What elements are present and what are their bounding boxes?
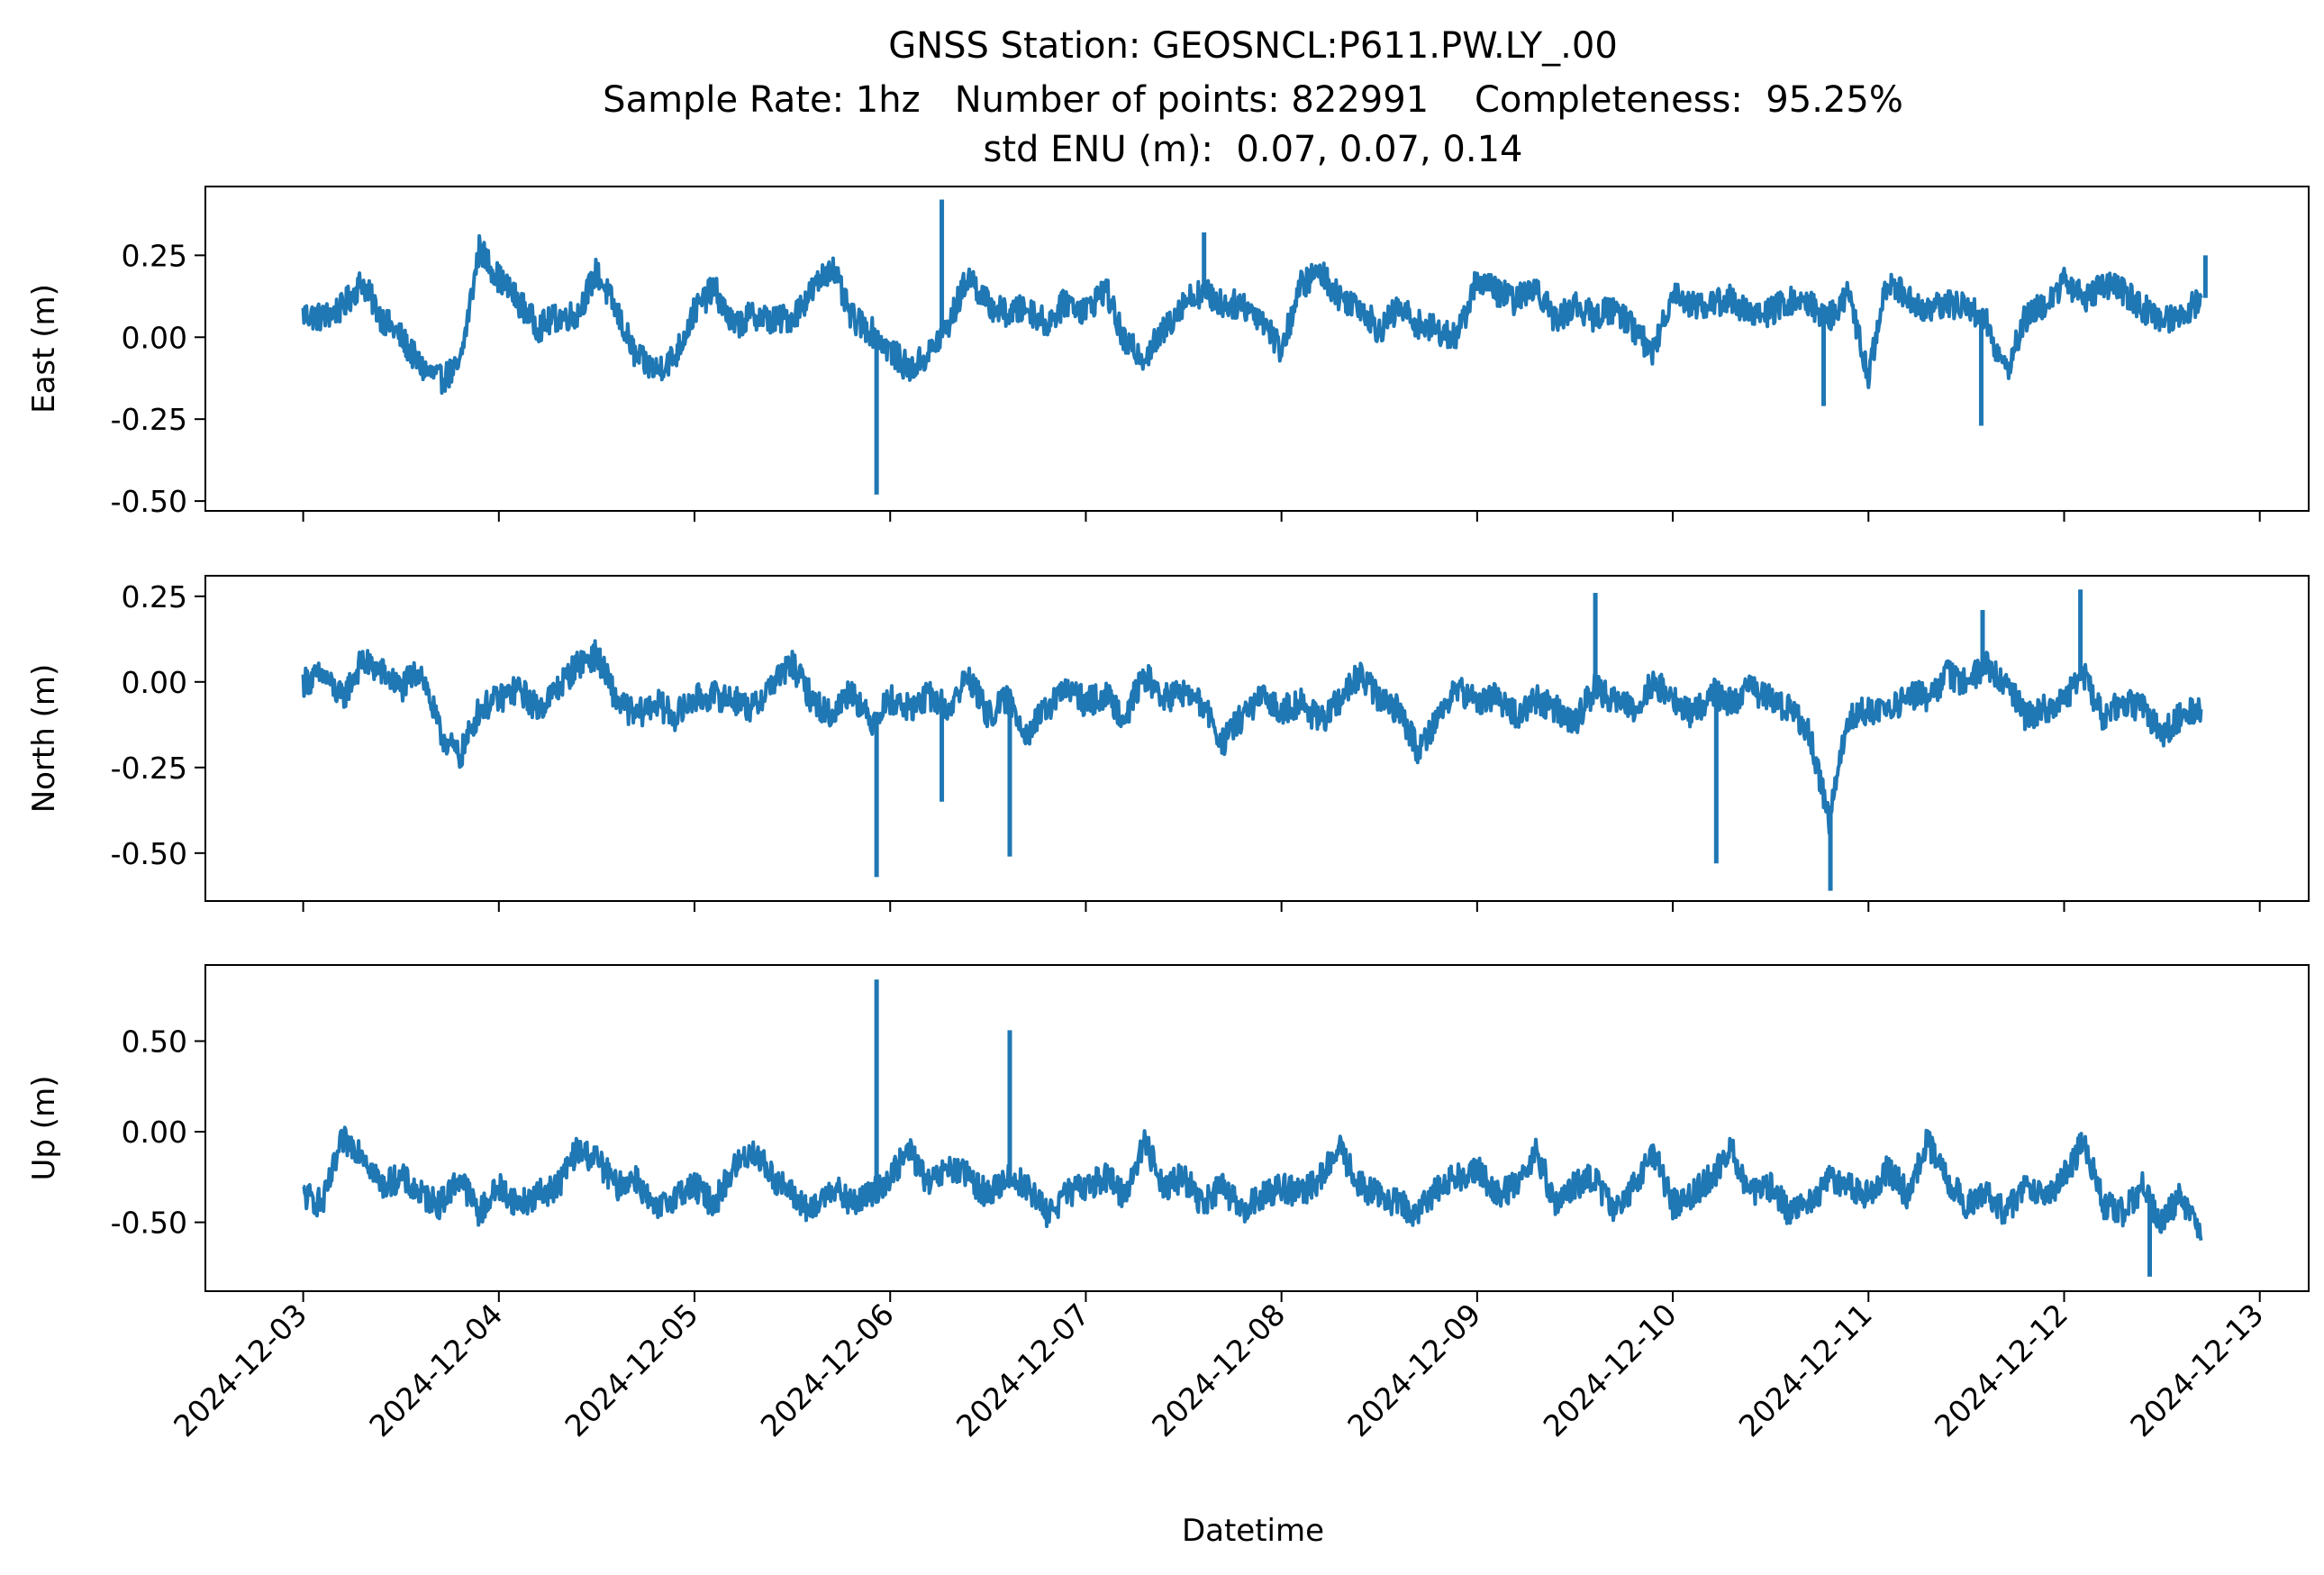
title-line-1: GNSS Station: GEOSNCL:P611.PW.LY_.00 [888, 25, 1618, 67]
north-ytick-label: -0.50 [111, 836, 187, 871]
north-ytick-label: -0.25 [111, 751, 187, 786]
north-axes-frame [204, 575, 2310, 902]
east-ytick-label: 0.00 [122, 320, 187, 355]
up-ytick-label: -0.50 [111, 1206, 187, 1241]
north-panel: 0.25 0.00 -0.25 -0.50 North (m) [26, 575, 2310, 912]
up-ytick-label: 0.00 [122, 1115, 187, 1150]
north-ytick-label: 0.25 [122, 579, 187, 615]
x-axis-label: Datetime [1182, 1513, 1324, 1549]
north-y-axis-label: North (m) [26, 664, 62, 814]
east-y-axis-label: East (m) [26, 284, 62, 414]
figure-title: GNSS Station: GEOSNCL:P611.PW.LY_.00 Sam… [603, 25, 1903, 170]
north-series-line [301, 639, 2203, 835]
up-axes-frame [204, 964, 2310, 1292]
up-y-axis-label: Up (m) [26, 1076, 62, 1181]
north-ytick-label: 0.00 [122, 665, 187, 700]
title-line-3: std ENU (m): 0.07, 0.07, 0.14 [984, 129, 1523, 170]
east-ytick-label: 0.25 [122, 238, 187, 273]
up-ytick-label: 0.50 [122, 1024, 187, 1059]
east-ytick-label: -0.25 [111, 402, 187, 437]
up-series-line [302, 1125, 2203, 1242]
east-ytick-label: -0.50 [111, 484, 187, 519]
east-panel: 0.25 0.00 -0.25 -0.50 East (m) [26, 186, 2310, 522]
east-axes-frame [204, 186, 2310, 512]
east-series-line [301, 233, 2203, 396]
title-line-2: Sample Rate: 1hz Number of points: 82299… [603, 79, 1903, 121]
